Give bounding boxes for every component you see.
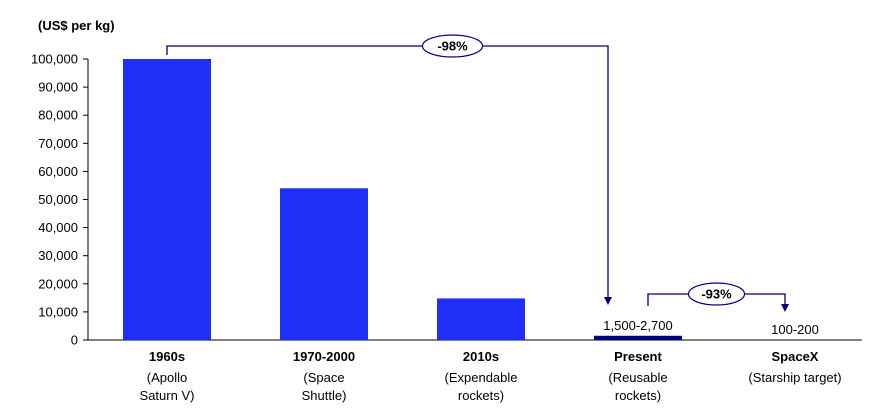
y-tick-label: 100,000 (31, 52, 78, 67)
category-sublabel: (Reusable (608, 370, 667, 385)
y-tick-label: 60,000 (38, 164, 78, 179)
category-label: SpaceX (772, 349, 819, 364)
y-tick-label: 20,000 (38, 276, 78, 291)
annotation-bracket (166, 45, 609, 299)
data-label: 1,500-2,700 (603, 318, 672, 333)
category-label: 2010s (463, 349, 499, 364)
category-sublabel: rockets) (615, 388, 661, 403)
y-tick-label: 70,000 (38, 136, 78, 151)
category-sublabel: Saturn V) (140, 388, 195, 403)
y-tick-label: 10,000 (38, 304, 78, 319)
annotation-ellipse (687, 282, 746, 306)
y-tick-label: 40,000 (38, 220, 78, 235)
category-label: 1960s (149, 349, 185, 364)
category-sublabel: (Starship target) (748, 370, 841, 385)
category-label: Present (614, 349, 662, 364)
bars (123, 59, 682, 340)
y-axis-unit-label: (US$ per kg) (38, 18, 115, 33)
bar (437, 298, 525, 340)
annotation-label: -93% (701, 287, 732, 302)
annotations: -98% -93% (166, 34, 789, 312)
bar (594, 335, 682, 340)
y-tick-label: 30,000 (38, 248, 78, 263)
y-tick-label: 80,000 (38, 108, 78, 123)
category-sublabel: rockets) (458, 388, 504, 403)
annotation-arrowhead (781, 304, 789, 312)
y-tick-label: 90,000 (38, 80, 78, 95)
category-sublabel: Shuttle) (302, 388, 347, 403)
category-label: 1970-2000 (293, 349, 355, 364)
annotation-label: -98% (437, 39, 468, 54)
data-label: 100-200 (771, 322, 819, 337)
category-sublabel: (Space (303, 370, 344, 385)
annotation-arrowhead (604, 297, 612, 305)
y-tick-labels: 0 10,000 20,000 30,000 40,000 50,000 60,000 70,… (31, 52, 88, 348)
category-labels: 1960s (Apollo Saturn V) 1970-2000 (Space Shut… (140, 349, 842, 403)
y-tick-label: 0 (71, 333, 78, 348)
category-sublabel: (Expendable (445, 370, 518, 385)
data-labels: 1,500-2,700 100-200 (603, 318, 819, 337)
y-tick-label: 50,000 (38, 192, 78, 207)
bar (280, 188, 368, 340)
category-sublabel: (Apollo (147, 370, 187, 385)
bar (123, 59, 211, 340)
annotation-ellipse (421, 34, 484, 58)
